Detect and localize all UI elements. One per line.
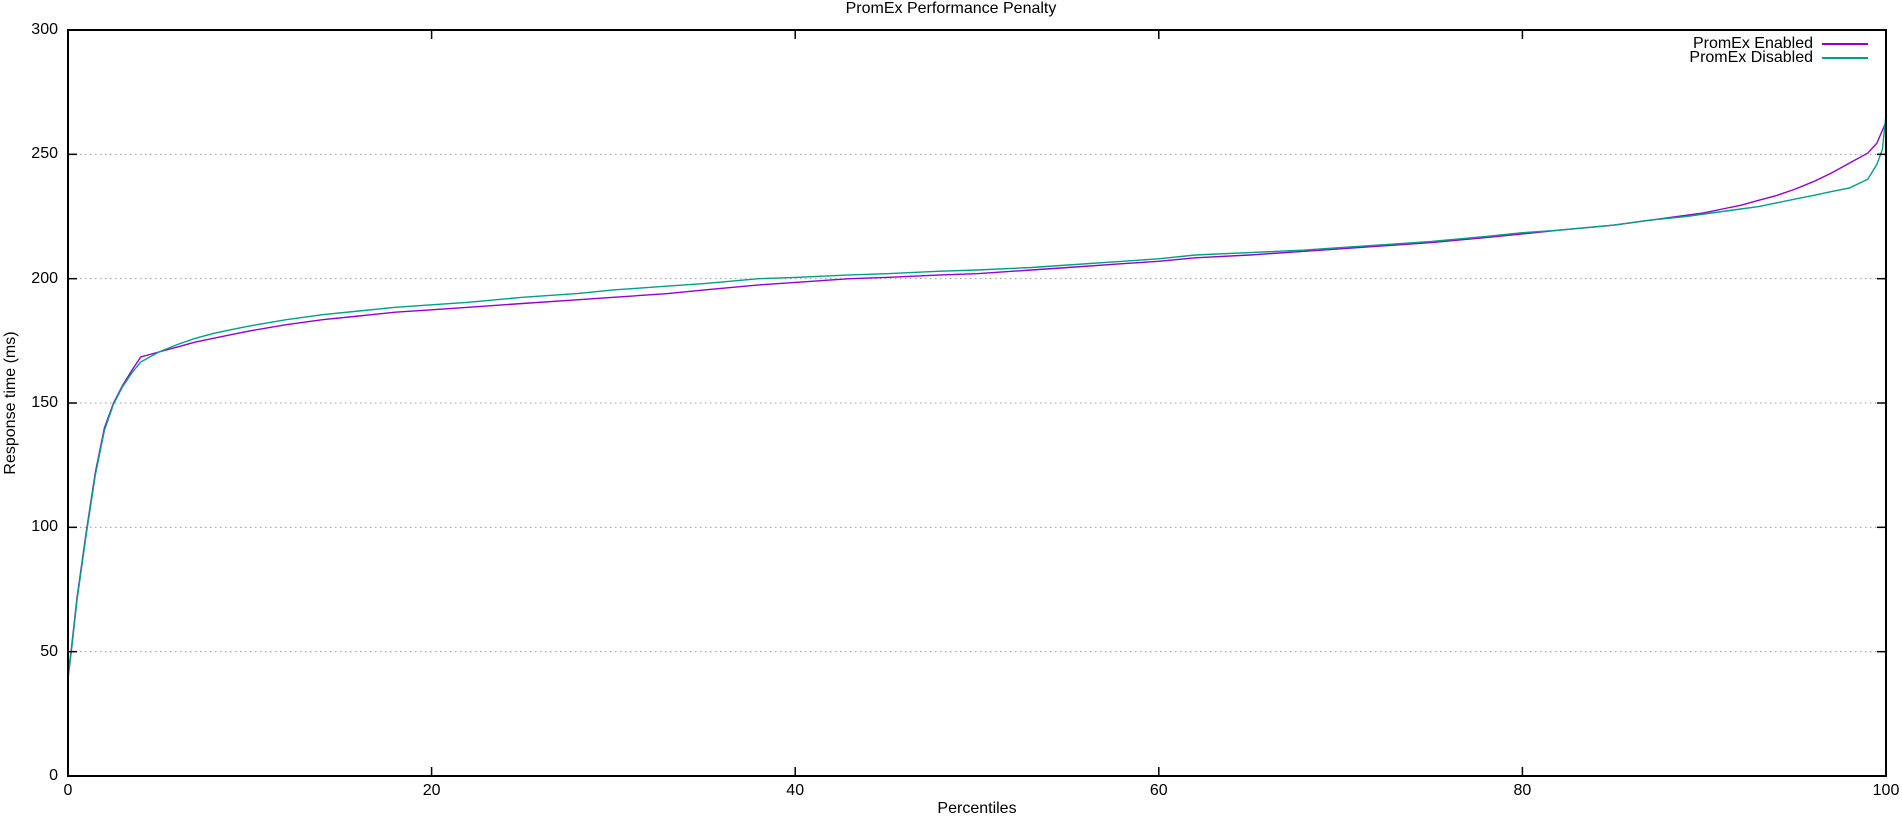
y-tick-label-250: 250 [31,145,58,163]
x-tick-label-60: 60 [1149,782,1168,799]
legend-line-promex-enabled [1822,43,1868,45]
x-tick-label-0: 0 [63,782,73,799]
y-tick-label-50: 50 [40,642,58,660]
legend: PromEx Enabled PromEx Disabled [1689,35,1868,66]
x-tick-label-100: 100 [1872,782,1900,799]
series-line-promex-enabled [67,121,1887,677]
series-line-promex-disabled [67,114,1887,680]
legend-label-promex-enabled: PromEx Enabled [1692,35,1813,52]
y-tick-label-100: 100 [31,518,58,536]
x-tick-label-20: 20 [422,782,441,799]
legend-label-promex-disabled: PromEx Disabled [1689,49,1813,66]
x-tick-label-80: 80 [1513,782,1532,799]
x-axis-label: Percentiles [937,800,1017,817]
y-tick-label-200: 200 [31,269,58,287]
chart-title: PromEx Performance Penalty [845,0,1057,17]
y-tick-label-0: 0 [49,767,58,784]
y-tick-label-300: 300 [31,21,58,38]
y-tick-label-150: 150 [31,394,58,411]
legend-line-promex-disabled [1822,57,1868,59]
legend-item-promex-disabled: PromEx Disabled [1689,49,1868,66]
x-tick-label-40: 40 [786,782,805,799]
legend-item-promex-enabled: PromEx Enabled [1689,35,1868,52]
